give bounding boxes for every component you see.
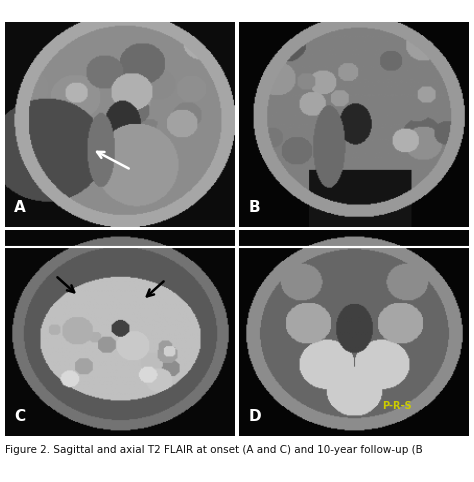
Text: A: A	[14, 200, 26, 215]
Text: Figure 2. Sagittal and axial T2 FLAIR at onset (A and C) and 10-year follow-up (: Figure 2. Sagittal and axial T2 FLAIR at…	[5, 445, 422, 455]
Text: C: C	[14, 409, 25, 424]
Text: D: D	[248, 409, 261, 424]
Text: B: B	[248, 200, 260, 215]
Text: P-R-S: P-R-S	[382, 401, 411, 411]
